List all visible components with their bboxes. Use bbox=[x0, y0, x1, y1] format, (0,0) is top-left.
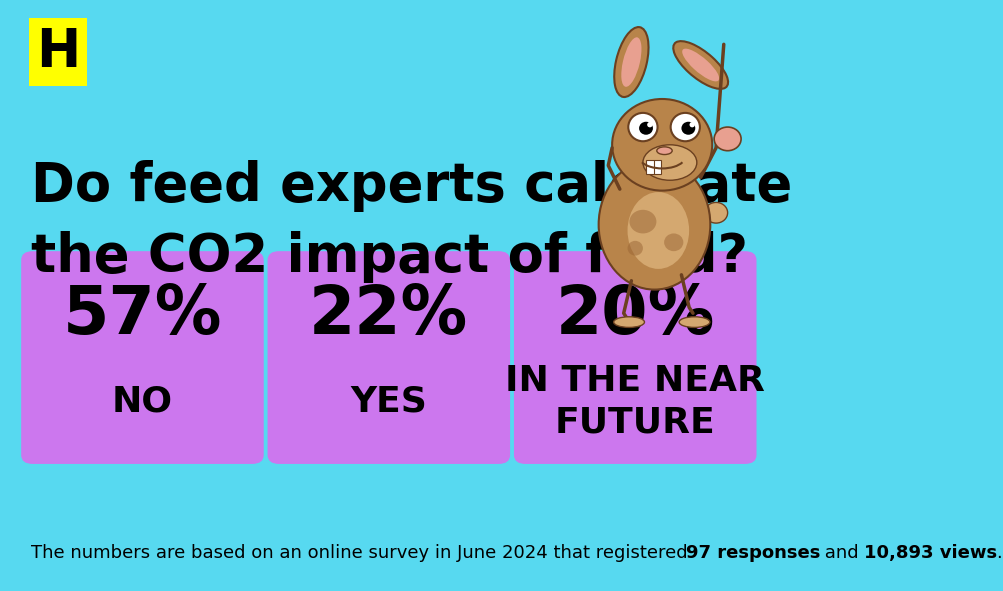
Ellipse shape bbox=[639, 122, 652, 135]
Text: Do feed experts calculate: Do feed experts calculate bbox=[31, 160, 791, 212]
Text: 22%: 22% bbox=[309, 282, 468, 348]
Text: 10,893 views: 10,893 views bbox=[864, 544, 996, 561]
Text: The numbers are based on an online survey in June 2024 that registered: The numbers are based on an online surve… bbox=[31, 544, 692, 561]
Ellipse shape bbox=[621, 37, 641, 87]
Ellipse shape bbox=[689, 122, 694, 128]
Ellipse shape bbox=[614, 27, 648, 97]
Ellipse shape bbox=[629, 210, 656, 233]
Text: H: H bbox=[36, 26, 80, 77]
Ellipse shape bbox=[673, 41, 727, 89]
FancyBboxPatch shape bbox=[268, 251, 510, 464]
Ellipse shape bbox=[627, 241, 642, 255]
Ellipse shape bbox=[627, 192, 688, 269]
Ellipse shape bbox=[681, 48, 718, 82]
Ellipse shape bbox=[613, 317, 644, 327]
Ellipse shape bbox=[612, 99, 711, 191]
Text: .: . bbox=[995, 544, 1001, 561]
Ellipse shape bbox=[647, 122, 652, 128]
Ellipse shape bbox=[656, 147, 672, 154]
FancyBboxPatch shape bbox=[21, 251, 264, 464]
Text: YES: YES bbox=[350, 385, 427, 419]
Ellipse shape bbox=[681, 122, 695, 135]
Text: NO: NO bbox=[111, 385, 173, 419]
FancyBboxPatch shape bbox=[514, 251, 755, 464]
Ellipse shape bbox=[670, 113, 699, 141]
Ellipse shape bbox=[713, 127, 740, 151]
Ellipse shape bbox=[642, 145, 696, 180]
FancyBboxPatch shape bbox=[29, 18, 87, 86]
Text: and: and bbox=[818, 544, 864, 561]
Ellipse shape bbox=[704, 202, 727, 223]
Text: IN THE NEAR
FUTURE: IN THE NEAR FUTURE bbox=[505, 364, 764, 440]
Ellipse shape bbox=[678, 317, 709, 327]
Text: 57%: 57% bbox=[62, 282, 222, 348]
FancyBboxPatch shape bbox=[645, 160, 661, 174]
Text: the CO2 impact of feed?: the CO2 impact of feed? bbox=[31, 231, 747, 283]
Ellipse shape bbox=[628, 113, 657, 141]
Text: 97 responses: 97 responses bbox=[686, 544, 819, 561]
Text: 20%: 20% bbox=[555, 282, 714, 348]
Ellipse shape bbox=[663, 233, 683, 251]
Ellipse shape bbox=[598, 160, 709, 290]
